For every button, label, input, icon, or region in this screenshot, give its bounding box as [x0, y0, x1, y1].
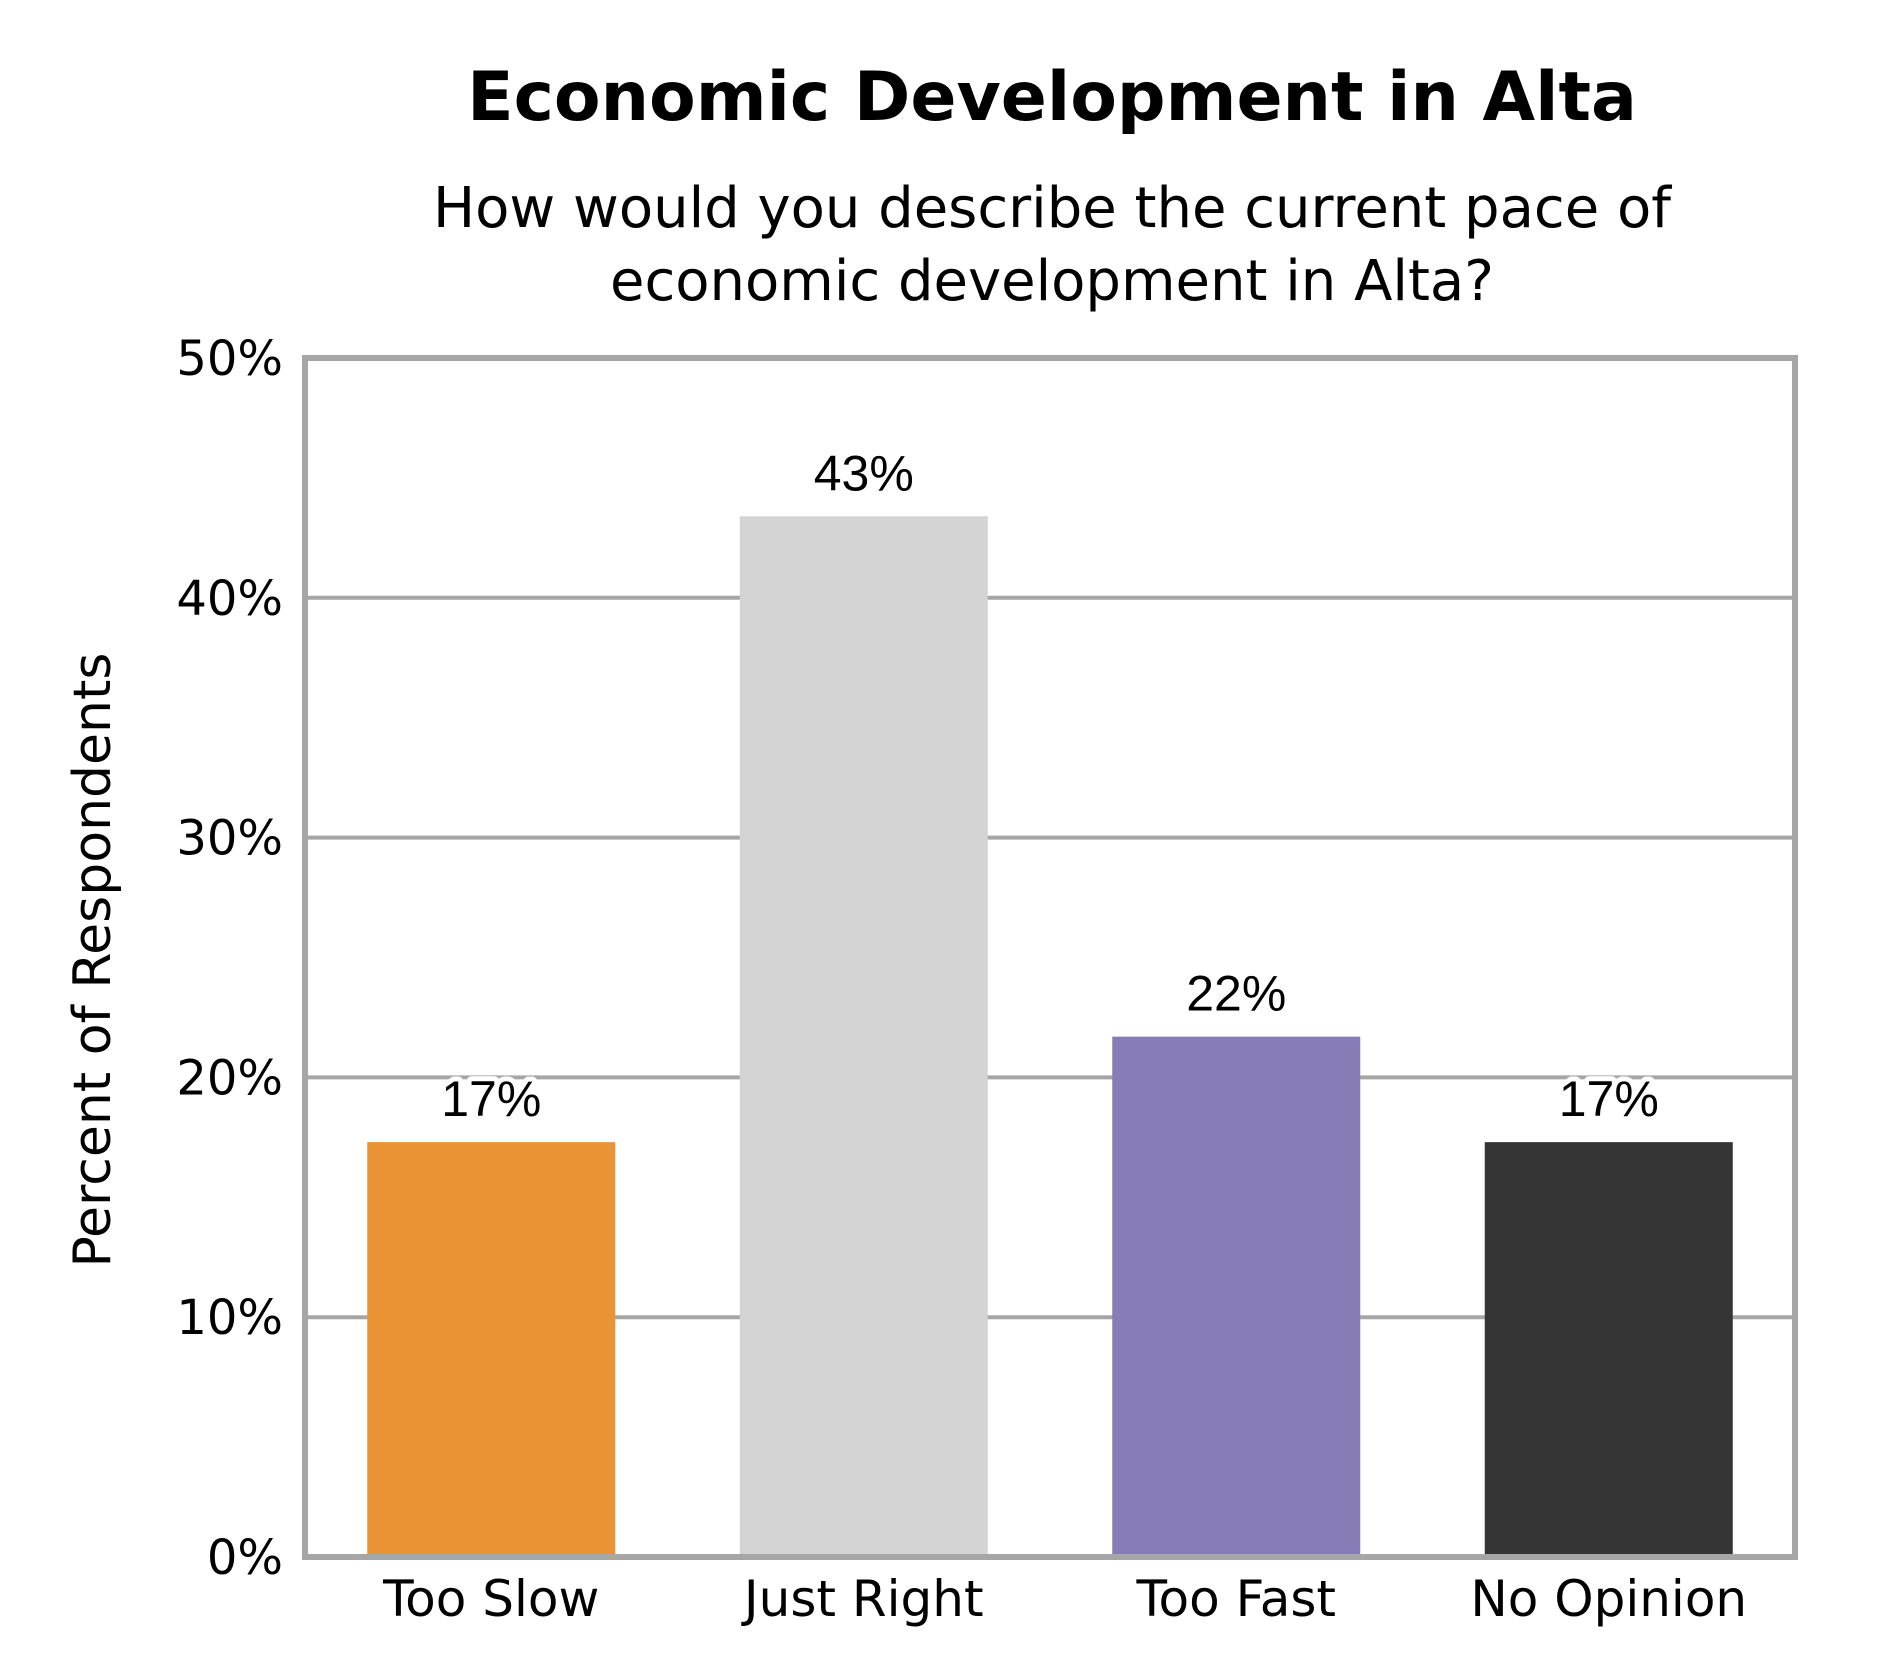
bar-just-right: [739, 516, 988, 1557]
y-axis-label: Percent of Respondents: [63, 653, 123, 1268]
plot-frame: [302, 355, 1798, 1560]
data-label: 43%: [814, 445, 914, 501]
x-category-label: Too Slow: [382, 1570, 599, 1628]
y-tick-label: 40%: [176, 571, 283, 627]
y-tick-label: 20%: [176, 1050, 283, 1106]
y-tick-label: 10%: [176, 1290, 283, 1346]
x-category-label: No Opinion: [1470, 1570, 1747, 1628]
chart-subtitle-line-2: economic development in Alta?: [610, 249, 1494, 314]
chart-title: Economic Development in Alta: [467, 58, 1637, 137]
data-labels: 17% 43% 22% 17%: [436, 440, 1664, 1132]
y-tick-label: 0%: [207, 1530, 283, 1586]
y-tick-label: 30%: [176, 811, 283, 867]
plot-border: [302, 355, 1798, 1560]
bar-too-fast: [1112, 1036, 1361, 1557]
data-label: 17%: [441, 1071, 541, 1127]
data-label: 22%: [1186, 966, 1286, 1022]
y-axis-ticks: 0% 10% 20% 30% 40% 50%: [176, 331, 283, 1586]
x-axis-categories: Too Slow Just Right Too Fast No Opinion: [382, 1570, 1747, 1628]
bar-too-slow: [367, 1142, 616, 1557]
y-tick-label: 50%: [176, 331, 283, 387]
bars: [367, 516, 1733, 1557]
data-label: 17%: [1559, 1071, 1659, 1127]
chart-subtitle-line-1: How would you describe the current pace …: [433, 176, 1672, 241]
x-category-label: Too Fast: [1135, 1570, 1336, 1628]
bar-no-opinion: [1484, 1142, 1733, 1557]
x-category-label: Just Right: [741, 1570, 984, 1628]
